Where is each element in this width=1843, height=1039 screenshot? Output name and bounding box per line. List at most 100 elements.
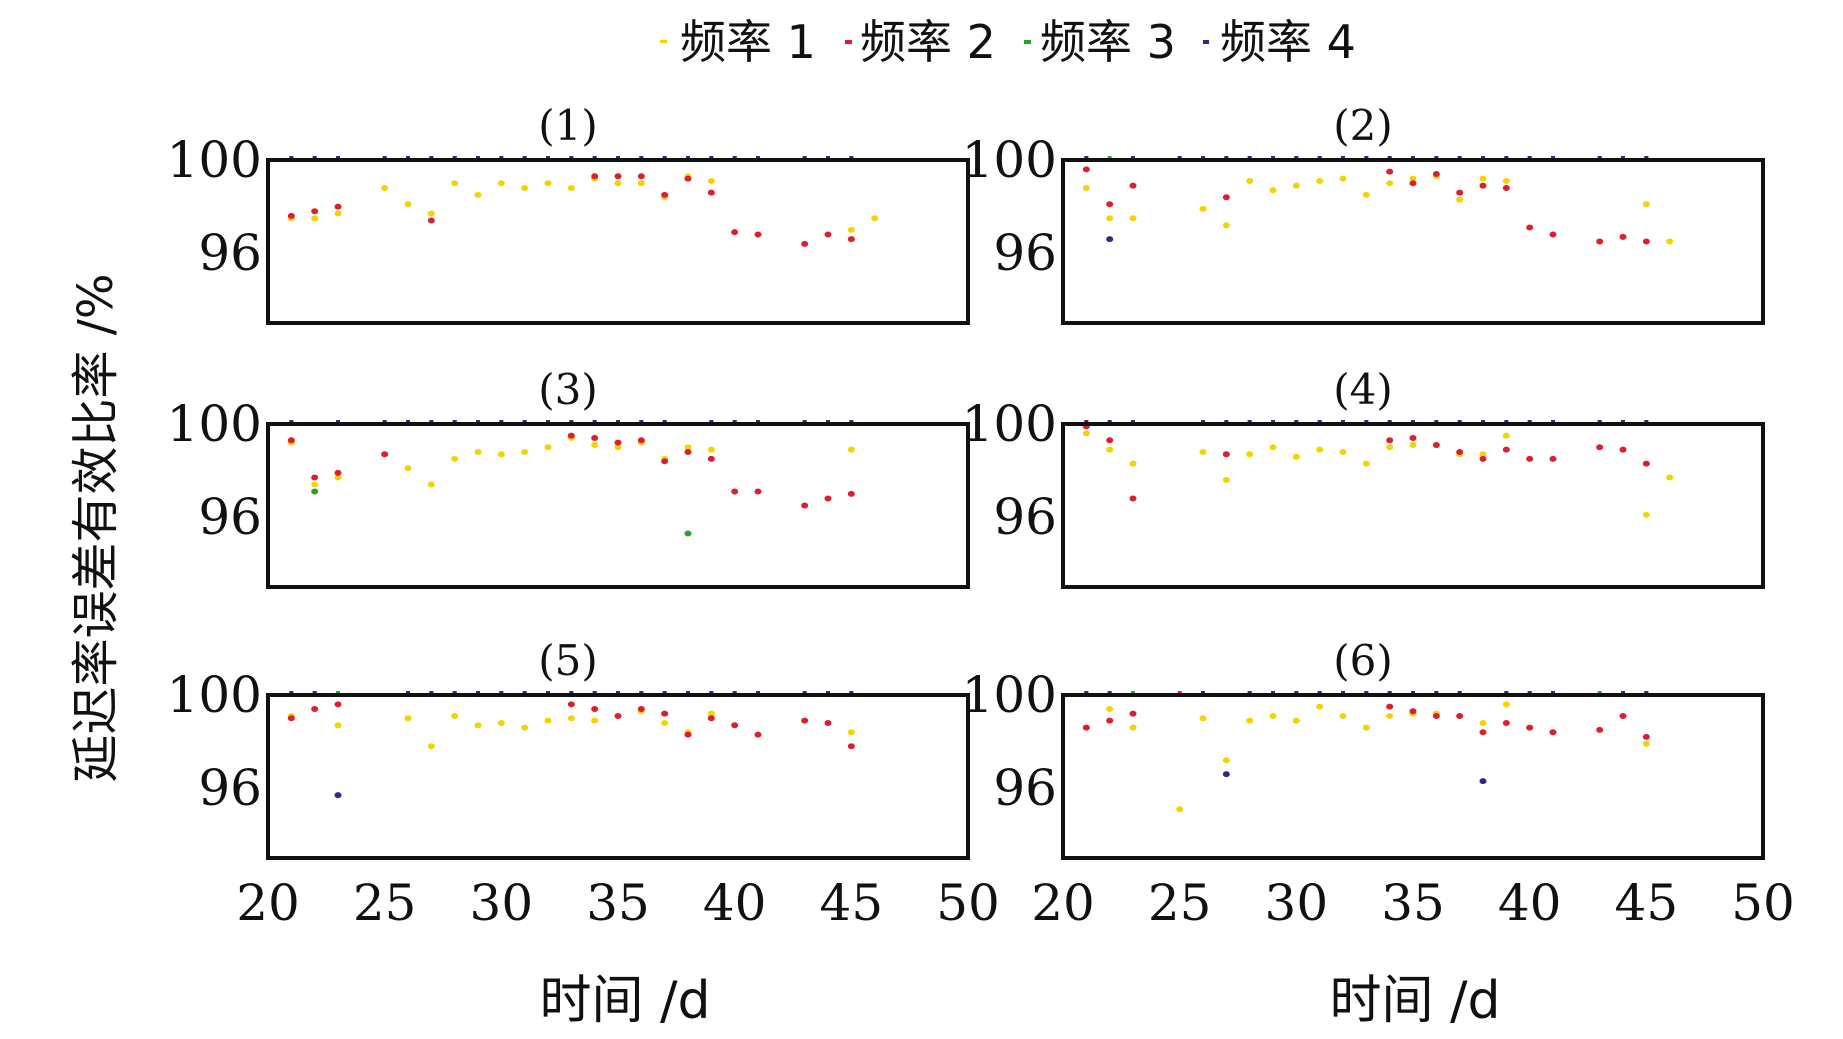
y-tick-label: 100	[962, 666, 1057, 724]
data-point	[1502, 446, 1510, 453]
data-point	[1362, 460, 1370, 467]
data-point	[1666, 238, 1674, 245]
panel-6: (6) 96 100 20 25 30 35 40 45 50	[962, 636, 1795, 932]
x-tick-label: 30	[470, 874, 534, 932]
data-point	[707, 710, 715, 717]
data-point	[1082, 724, 1090, 731]
legend-label-3: 频率 3	[1040, 15, 1176, 69]
data-point	[1129, 710, 1137, 717]
data-point	[544, 444, 552, 451]
data-point	[684, 530, 692, 537]
data-point	[1502, 184, 1510, 191]
data-point	[334, 792, 342, 799]
data-point	[1549, 729, 1557, 736]
data-point	[1502, 177, 1510, 184]
data-point	[1362, 724, 1370, 731]
y-tick-label: 100	[167, 666, 262, 724]
data-point	[1082, 430, 1090, 437]
data-point	[1526, 224, 1534, 231]
panel-3: (3) 96 100	[167, 365, 970, 589]
legend-item-3: 频率 3	[1024, 15, 1176, 69]
data-point	[427, 743, 435, 750]
data-point	[801, 502, 809, 509]
plot-frame	[266, 158, 970, 325]
data-point	[381, 451, 389, 458]
data-point	[1642, 740, 1650, 747]
data-point	[1432, 712, 1440, 719]
data-point	[311, 474, 319, 481]
y-tick-label: 100	[962, 131, 1057, 189]
panel-title: (1)	[538, 101, 598, 150]
data-point	[1106, 717, 1114, 724]
data-point	[1456, 712, 1464, 719]
series-2	[1082, 423, 1650, 502]
series-1	[1082, 173, 1674, 245]
data-point	[1246, 177, 1254, 184]
data-point	[1246, 451, 1254, 458]
data-point	[1502, 719, 1510, 726]
data-point	[334, 722, 342, 729]
data-point	[1386, 180, 1394, 187]
data-point	[1642, 460, 1650, 467]
data-point	[1502, 432, 1510, 439]
data-point	[1409, 175, 1417, 182]
data-point	[661, 719, 669, 726]
data-point	[824, 719, 832, 726]
data-point	[451, 455, 459, 462]
data-point	[1386, 712, 1394, 719]
data-point	[1666, 474, 1674, 481]
data-point	[707, 715, 715, 722]
plot-frame	[1061, 422, 1765, 589]
data-point	[1479, 175, 1487, 182]
data-point	[1222, 476, 1230, 483]
data-point	[1456, 196, 1464, 203]
data-point	[637, 173, 645, 180]
data-point	[1642, 201, 1650, 208]
x-tick-label: 50	[936, 874, 1000, 932]
data-point	[1386, 444, 1394, 451]
data-point	[1222, 222, 1230, 229]
data-point	[451, 180, 459, 187]
panel-5: (5) 96 100 20 25 30 35 40 45 50	[167, 636, 1000, 932]
x-tick-label: 35	[1381, 874, 1445, 932]
data-point	[1269, 444, 1277, 451]
y-tick-label: 96	[198, 224, 262, 282]
data-point	[334, 210, 342, 217]
data-point	[1316, 446, 1324, 453]
plot-frame	[266, 693, 970, 860]
data-point	[1199, 448, 1207, 455]
data-point	[684, 444, 692, 451]
legend-label-4: 频率 4	[1220, 15, 1356, 69]
series-2	[287, 173, 855, 247]
data-point	[1106, 437, 1114, 444]
data-point	[1409, 708, 1417, 715]
data-point	[1339, 712, 1347, 719]
data-point	[497, 180, 505, 187]
x-tick-label: 20	[236, 874, 300, 932]
data-point	[1409, 441, 1417, 448]
data-point	[1106, 236, 1114, 243]
legend-marker-4	[1203, 40, 1209, 44]
legend-item-4: 频率 4	[1203, 15, 1356, 69]
series-1	[287, 705, 855, 750]
data-point	[707, 177, 715, 184]
data-point	[1386, 437, 1394, 444]
data-point	[1432, 170, 1440, 177]
data-point	[1199, 715, 1207, 722]
data-point	[1642, 511, 1650, 518]
data-point	[334, 203, 342, 210]
data-point	[591, 173, 599, 180]
data-point	[1362, 191, 1370, 198]
data-point	[311, 705, 319, 712]
x-axis-label-right: 时间 /d	[1329, 971, 1500, 1031]
data-point	[1479, 778, 1487, 785]
data-point	[1106, 705, 1114, 712]
data-point	[684, 175, 692, 182]
data-point	[521, 448, 529, 455]
data-point	[661, 710, 669, 717]
x-tick-label: 50	[1731, 874, 1795, 932]
data-point	[334, 701, 342, 708]
data-point	[1479, 719, 1487, 726]
data-point	[567, 432, 575, 439]
data-point	[731, 229, 739, 236]
